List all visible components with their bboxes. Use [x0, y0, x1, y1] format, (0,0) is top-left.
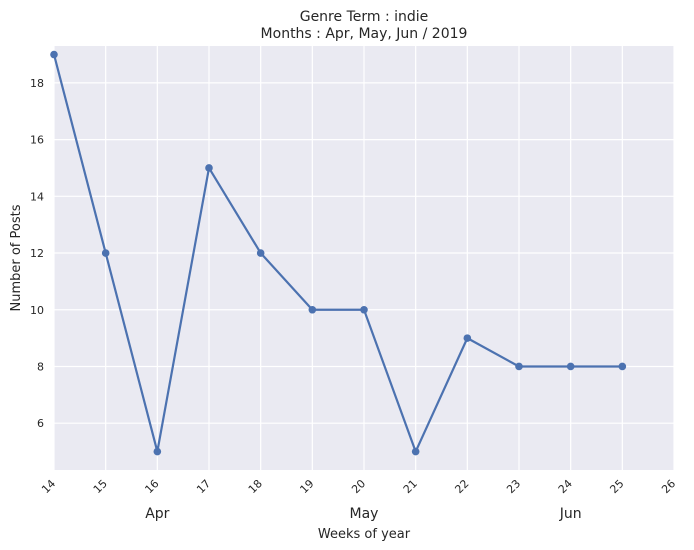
- data-point: [411, 447, 420, 456]
- x-tick-label: 20: [349, 477, 368, 496]
- chart-subtitle: Months : Apr, May, Jun / 2019: [261, 26, 468, 42]
- y-tick-label: 10: [30, 304, 44, 317]
- data-point: [50, 50, 58, 59]
- data-point: [101, 249, 110, 257]
- x-tick-label: 15: [91, 477, 110, 496]
- x-tick-label: 25: [607, 477, 626, 496]
- x-tick-label: 19: [297, 477, 316, 496]
- month-label: Apr: [145, 506, 169, 522]
- x-axis-label: Weeks of year: [318, 527, 411, 542]
- y-tick-label: 14: [30, 190, 44, 203]
- y-tick-label: 16: [30, 134, 44, 147]
- grid: [53, 46, 675, 470]
- series-line: [52, 54, 623, 453]
- data-point: [308, 305, 317, 314]
- data-point: [618, 362, 627, 371]
- x-tick-label: 23: [504, 477, 523, 496]
- x-tick-label: 18: [246, 477, 265, 496]
- x-tick-label: 17: [194, 477, 213, 496]
- x-tick-label: 26: [659, 477, 678, 496]
- data-point: [153, 447, 162, 456]
- x-tick-label: 14: [39, 477, 58, 496]
- data-point: [205, 164, 213, 172]
- y-tick-label: 18: [30, 77, 44, 90]
- data-point: [256, 249, 265, 257]
- y-tick-label: 12: [30, 247, 44, 260]
- data-point: [515, 362, 523, 371]
- data-point: [566, 362, 575, 371]
- x-tick-label: 16: [142, 477, 161, 496]
- data-point: [360, 305, 368, 314]
- y-tick-label: 8: [37, 360, 44, 373]
- x-tick-label: 24: [556, 477, 575, 496]
- y-axis-label: Number of Posts: [9, 204, 24, 311]
- month-label: Jun: [559, 506, 582, 522]
- x-tick-label: 21: [401, 477, 420, 496]
- data-point: [463, 334, 472, 342]
- month-label: May: [350, 506, 379, 522]
- chart-title: Genre Term : indie: [300, 9, 429, 25]
- series-marks: [50, 50, 627, 456]
- y-tick-label: 6: [37, 417, 44, 430]
- x-tick-label: 22: [452, 477, 471, 496]
